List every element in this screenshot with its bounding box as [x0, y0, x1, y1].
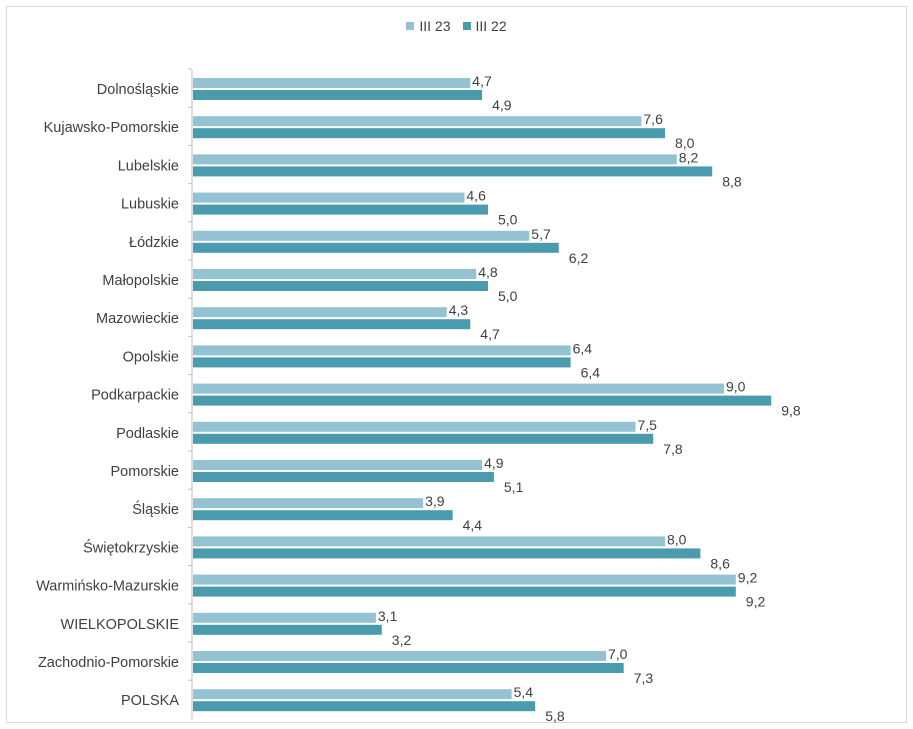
- data-label: 7,8: [663, 441, 683, 457]
- bar-iii-22: [193, 128, 665, 139]
- bar-iii-22: [193, 472, 494, 482]
- legend-swatch-series-2: [462, 22, 471, 30]
- category-label: Śląskie: [132, 500, 179, 518]
- data-label: 4,8: [478, 264, 498, 280]
- bar-iii-23: [193, 78, 471, 88]
- bar-iii-23: [193, 192, 465, 203]
- data-label: 4,7: [480, 326, 500, 342]
- data-label: 4,3: [449, 302, 469, 318]
- data-label: 8,2: [679, 149, 699, 165]
- data-label: 4,4: [463, 517, 483, 533]
- bar-iii-22: [193, 90, 483, 100]
- data-label: 6,2: [569, 250, 589, 266]
- bar-iii-22: [193, 433, 654, 444]
- data-label: 9,8: [781, 403, 801, 419]
- bar-iii-22: [193, 242, 559, 253]
- data-label: 5,0: [498, 288, 518, 304]
- bar-iii-23: [193, 651, 606, 661]
- legend-item-series-1: III 23: [406, 18, 451, 34]
- legend-label-series-1: III 23: [419, 18, 451, 34]
- category-label: Mazowieckie: [96, 311, 179, 327]
- data-label: 6,4: [581, 364, 601, 380]
- bar-iii-22: [193, 624, 382, 635]
- data-label: 9,2: [746, 594, 766, 610]
- data-label: 8,0: [667, 531, 687, 547]
- bar-iii-23: [193, 269, 477, 279]
- category-label: Świętokrzyskie: [83, 538, 179, 556]
- category-label: Pomorskie: [111, 464, 180, 480]
- data-label: 7,3: [634, 670, 654, 686]
- bar-iii-23: [193, 498, 424, 509]
- category-label: Podkarpackie: [91, 388, 179, 404]
- category-label: Małopolskie: [102, 273, 179, 289]
- data-label: 4,7: [472, 73, 492, 89]
- bar-iii-23: [193, 574, 736, 585]
- category-label: Zachodnio-Pomorskie: [38, 655, 179, 671]
- data-label: 5,7: [531, 226, 551, 242]
- data-label: 7,0: [608, 646, 628, 662]
- data-label: 3,9: [425, 493, 445, 509]
- bar-iii-23: [193, 307, 447, 318]
- legend: III 23 III 22: [0, 18, 913, 34]
- data-label: 3,1: [378, 608, 398, 624]
- bar-iii-23: [193, 536, 665, 547]
- data-label: 4,9: [484, 455, 504, 471]
- data-label: 8,8: [722, 173, 742, 189]
- bar-iii-22: [193, 663, 624, 673]
- data-label: 3,2: [392, 632, 412, 648]
- data-label: 9,2: [738, 570, 758, 586]
- bar-iii-22: [193, 281, 488, 291]
- bar-iii-22: [193, 357, 571, 368]
- category-label: Łódzkie: [129, 235, 179, 251]
- bar-iii-22: [193, 395, 772, 406]
- legend-label-series-2: III 22: [475, 18, 507, 34]
- data-label: 9,0: [726, 379, 746, 395]
- bar-iii-23: [193, 345, 571, 356]
- category-label: Warmińsko-Mazurskie: [36, 579, 179, 595]
- data-label: 7,5: [638, 417, 658, 433]
- bar-iii-22: [193, 204, 488, 215]
- bar-iii-23: [193, 689, 512, 700]
- legend-item-series-2: III 22: [462, 18, 507, 34]
- data-label: 7,6: [643, 111, 663, 127]
- category-label: Podlaskie: [116, 426, 179, 442]
- bar-iii-22: [193, 319, 471, 330]
- data-label: 4,9: [492, 97, 512, 113]
- bar-iii-22: [193, 548, 701, 559]
- bar-iii-23: [193, 116, 642, 127]
- bar-iii-23: [193, 612, 376, 623]
- data-label: 8,0: [675, 135, 695, 151]
- bar-iii-22: [193, 586, 736, 597]
- bar-iii-23: [193, 230, 530, 241]
- category-label: WIELKOPOLSKIE: [61, 617, 180, 633]
- bar-iii-23: [193, 154, 677, 165]
- legend-swatch-series-1: [406, 22, 415, 30]
- category-label: Lubelskie: [118, 158, 179, 174]
- category-label: POLSKA: [121, 693, 179, 709]
- data-label: 5,1: [504, 479, 524, 495]
- bar-iii-22: [193, 510, 453, 521]
- data-label: 4,6: [466, 188, 486, 204]
- bar-iii-23: [193, 421, 636, 432]
- data-label: 6,4: [573, 340, 593, 356]
- data-label: 5,4: [514, 684, 534, 700]
- data-label: 5,8: [545, 708, 565, 724]
- bar-iii-22: [193, 166, 713, 177]
- bar-iii-22: [193, 701, 536, 712]
- bar-iii-23: [193, 460, 483, 470]
- data-label: 5,0: [498, 212, 518, 228]
- category-label: Lubuskie: [121, 197, 179, 213]
- data-label: 8,6: [710, 555, 730, 571]
- category-label: Dolnośląskie: [97, 82, 179, 98]
- bar-iii-23: [193, 383, 724, 394]
- category-label: Kujawsko-Pomorskie: [44, 120, 179, 136]
- category-label: Opolskie: [123, 349, 179, 365]
